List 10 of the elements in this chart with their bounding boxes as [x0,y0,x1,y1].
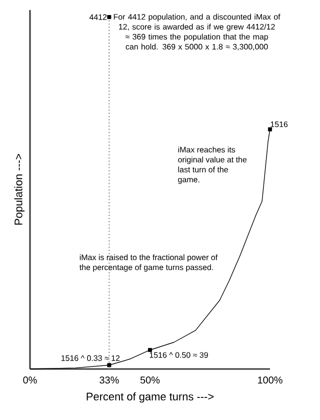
x-tick-label: 50% [140,376,160,384]
point [107,15,112,20]
x-tick-label: 0% [23,376,37,384]
x-tick-label: 100% [258,376,282,384]
point [148,348,152,352]
point [268,127,272,132]
y-axis-title: Population ---> [14,154,24,225]
x-axis-title: Percent of game turns ---> [86,392,214,403]
point [107,363,112,368]
x-tick-label: 33% [100,376,119,384]
